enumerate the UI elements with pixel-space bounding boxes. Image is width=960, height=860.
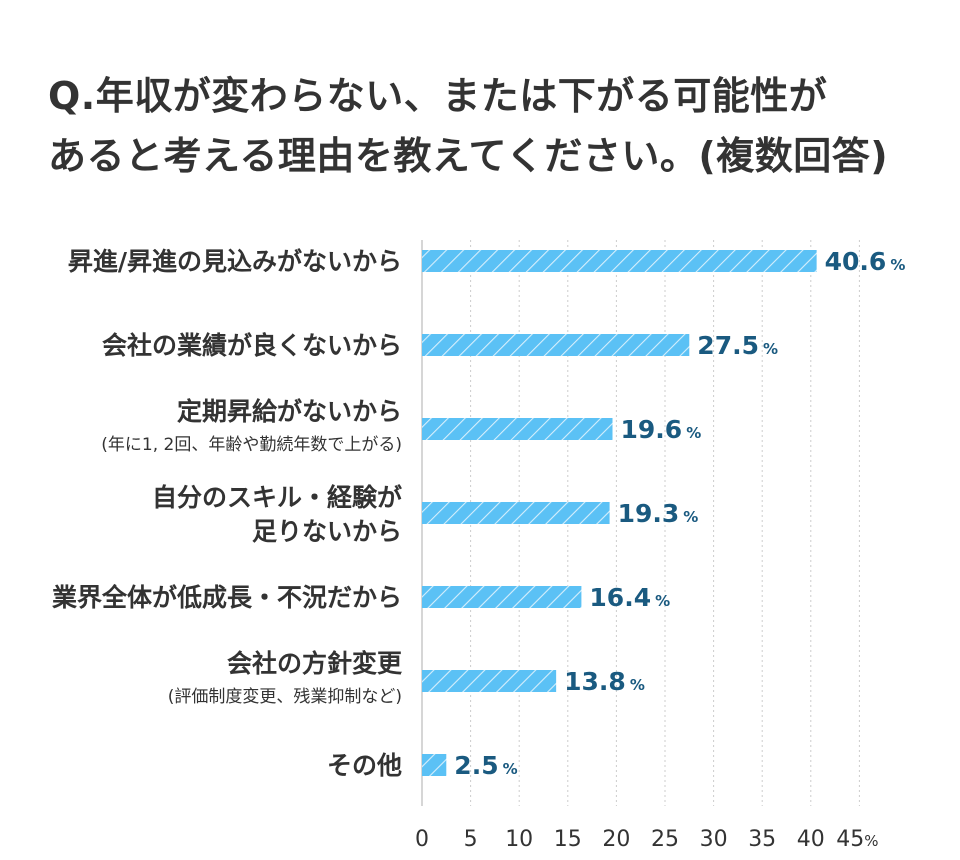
- category-note-2: (年に1, 2回、年齢や勤続年数で上がる): [101, 435, 402, 455]
- category-label-5: 会社の方針変更: [227, 649, 403, 678]
- category-label-3-0: 自分のスキル・経験が: [152, 483, 402, 512]
- value-label-4: 16.4%: [589, 583, 670, 612]
- value-label-0: 40.6%: [825, 247, 906, 276]
- value-label-5: 13.8%: [564, 667, 645, 696]
- bar-layer: [422, 250, 817, 776]
- x-tick-15: 15: [554, 827, 582, 852]
- x-tick-25: 25: [651, 827, 679, 852]
- x-tick-0: 0: [415, 827, 429, 852]
- category-note-5: (評価制度変更、残業抑制など): [168, 687, 402, 707]
- chart-title-line-2: あると考える理由を教えてください。(複数回答): [48, 134, 889, 178]
- x-tick-40: 40: [797, 827, 825, 852]
- x-tick-5: 5: [464, 827, 478, 852]
- bar-2: [422, 418, 613, 440]
- category-label-6: その他: [327, 751, 402, 780]
- bar-6: [422, 754, 447, 776]
- value-label-2: 19.6%: [621, 415, 702, 444]
- x-tick-45: 45%: [836, 827, 878, 852]
- bar-4: [422, 586, 582, 608]
- label-layer: 40.6 % 昇進/昇進の見込みがないから 27.5 % 会社の業績が良くないから 19.6…: [52, 247, 905, 780]
- chart-title: Q.年収が変わらない、または下がる可能性が あると考える理由を教えてください。(…: [48, 66, 928, 186]
- grid-layer: [421, 240, 860, 806]
- x-tick-35: 35: [748, 827, 776, 852]
- value-label-1: 27.5%: [697, 331, 778, 360]
- value-label-3: 19.3%: [618, 499, 699, 528]
- bar-1: [422, 334, 690, 356]
- tick-layer: 0 5 10 15 20 25 30 35 40 45%: [415, 827, 879, 852]
- bar-3: [422, 502, 610, 524]
- bar-5: [422, 670, 557, 692]
- category-label-2: 定期昇給がないから: [177, 397, 402, 426]
- x-tick-20: 20: [602, 827, 630, 852]
- x-tick-10: 10: [505, 827, 533, 852]
- x-tick-30: 30: [700, 827, 728, 852]
- category-label-4: 業界全体が低成長・不況だから: [52, 583, 402, 612]
- category-label-0: 昇進/昇進の見込みがないから: [68, 247, 402, 276]
- value-label-6: 2.5%: [454, 751, 517, 780]
- bar-0: [422, 250, 817, 272]
- category-label-1: 会社の業績が良くないから: [102, 331, 402, 360]
- chart-title-line-1: Q.年収が変わらない、または下がる可能性が: [48, 74, 828, 118]
- category-label-3-1: 足りないから: [252, 517, 402, 546]
